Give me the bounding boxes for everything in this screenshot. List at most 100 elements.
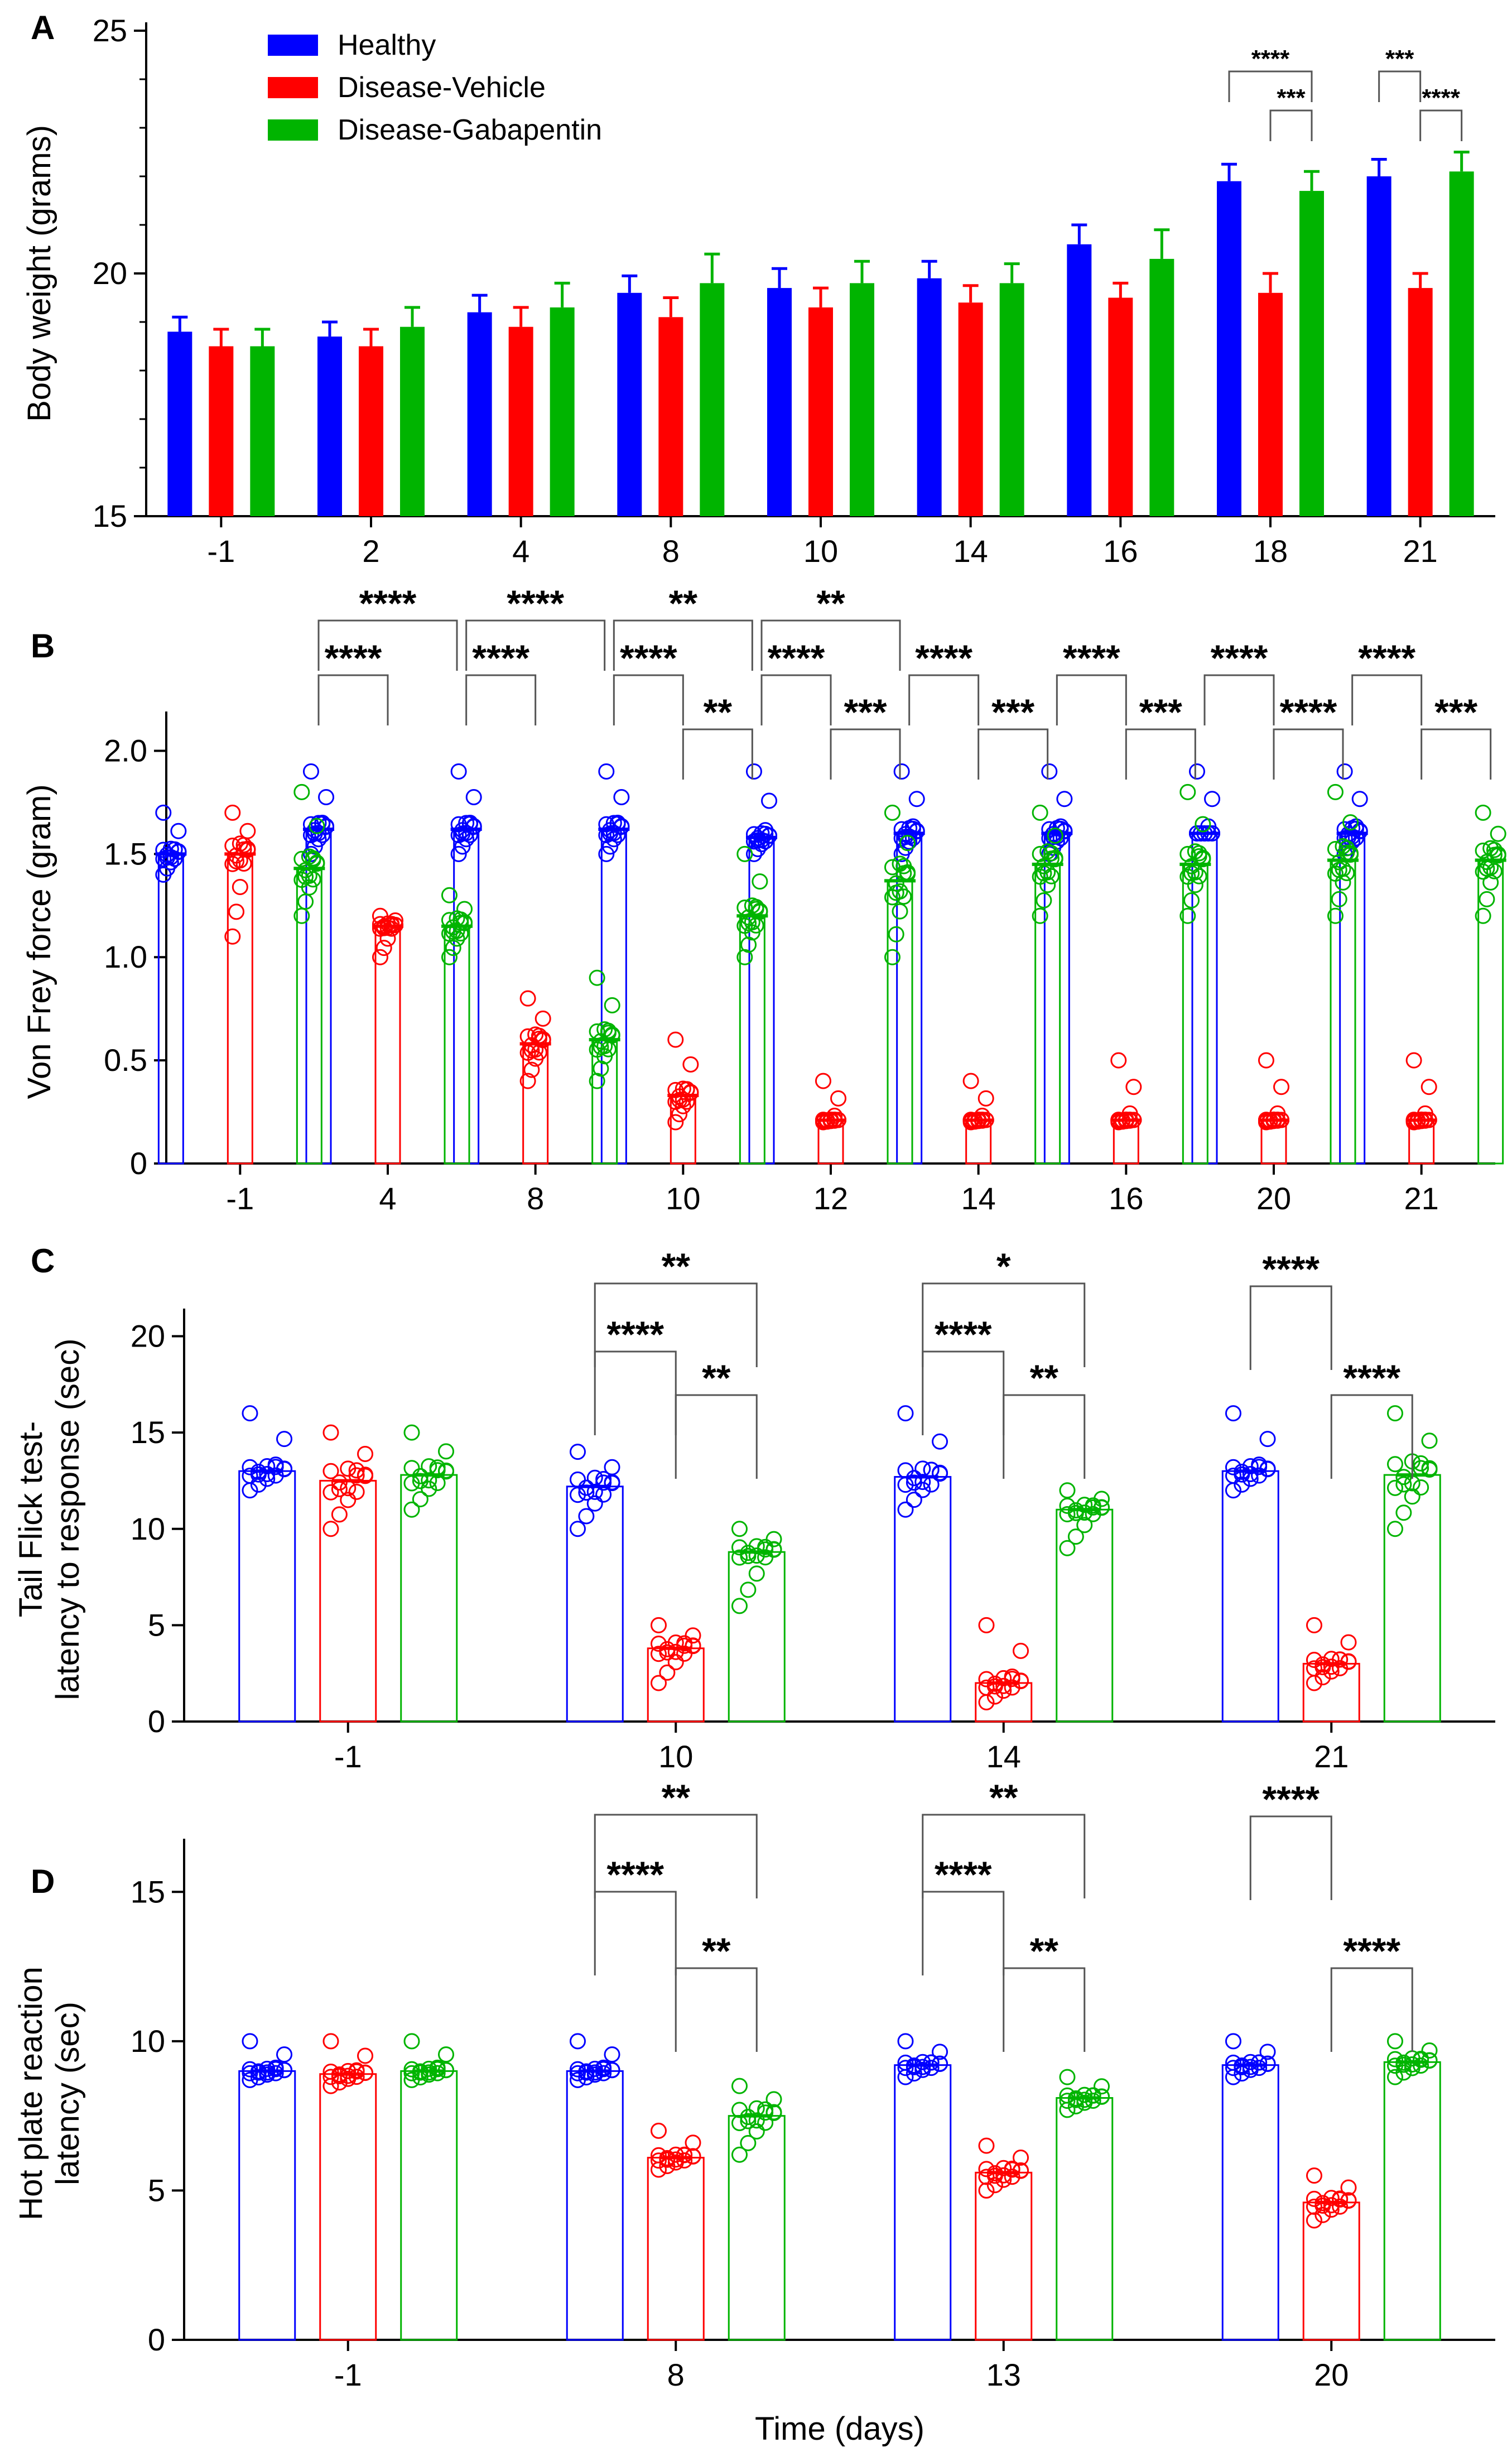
x-tick-label: -1 bbox=[207, 533, 235, 569]
data-point bbox=[1056, 791, 1073, 807]
data-point bbox=[1395, 1469, 1412, 1485]
data-point bbox=[1340, 1634, 1357, 1651]
data-point bbox=[740, 2134, 757, 2151]
data-point bbox=[899, 835, 916, 852]
data-point bbox=[604, 997, 620, 1014]
data-point bbox=[613, 819, 630, 835]
data-point bbox=[897, 1501, 914, 1518]
significance-label: **** bbox=[606, 1854, 664, 1895]
x-tick-label: 4 bbox=[379, 1181, 396, 1216]
data-point bbox=[340, 2068, 357, 2084]
data-point bbox=[908, 823, 925, 840]
data-point bbox=[897, 2054, 914, 2071]
significance-bracket bbox=[594, 1891, 677, 1975]
data-point bbox=[595, 1474, 612, 1491]
significance-label: ** bbox=[1030, 1357, 1059, 1398]
data-point bbox=[1225, 1467, 1241, 1484]
data-point bbox=[1386, 1456, 1403, 1473]
data-point bbox=[598, 845, 615, 862]
legend-label: Disease-Vehicle bbox=[338, 71, 546, 104]
data-point bbox=[322, 1424, 339, 1441]
data-point bbox=[1306, 2167, 1322, 2184]
significance-bracket bbox=[1125, 728, 1196, 780]
significance-bracket bbox=[1420, 728, 1492, 780]
data-point bbox=[1475, 804, 1491, 821]
data-point bbox=[1242, 2059, 1259, 2075]
y-tick-label: 1.5 bbox=[104, 836, 147, 871]
data-point bbox=[1056, 823, 1073, 840]
data-point bbox=[731, 2078, 748, 2094]
y-tick-label: 20 bbox=[93, 256, 127, 291]
significance-label: **** bbox=[1343, 1357, 1400, 1398]
data-point bbox=[1340, 2179, 1357, 2196]
data-point bbox=[456, 901, 473, 917]
data-point bbox=[250, 1476, 267, 1493]
data-point bbox=[403, 1501, 420, 1518]
legend-swatch bbox=[268, 77, 318, 98]
x-tick-label: 2 bbox=[362, 533, 379, 569]
data-point bbox=[1340, 1653, 1357, 1670]
data-point bbox=[322, 1463, 339, 1479]
data-point bbox=[932, 1465, 948, 1482]
data-point bbox=[595, 2059, 612, 2076]
data-point bbox=[1225, 2054, 1241, 2071]
data-point bbox=[731, 2146, 748, 2163]
data-point bbox=[1306, 2212, 1322, 2229]
data-point bbox=[744, 897, 760, 914]
y-tick-label: 10 bbox=[131, 2023, 165, 2059]
x-tick-label: 10 bbox=[666, 1181, 700, 1216]
bar bbox=[1258, 292, 1283, 516]
data-point bbox=[301, 848, 317, 865]
data-point bbox=[676, 2146, 693, 2163]
x-tick-label: -1 bbox=[334, 1739, 362, 1774]
data-point bbox=[1076, 1517, 1093, 1533]
data-point bbox=[403, 1424, 420, 1441]
data-point bbox=[322, 2033, 339, 2050]
data-point bbox=[1395, 1504, 1412, 1521]
data-point bbox=[748, 1547, 765, 1564]
data-point bbox=[1225, 2060, 1241, 2076]
bar bbox=[400, 326, 425, 516]
significance-bracket bbox=[922, 1891, 1005, 1975]
data-point bbox=[1059, 1482, 1076, 1499]
data-point bbox=[1094, 2078, 1110, 2095]
data-point bbox=[1036, 892, 1052, 909]
data-point bbox=[438, 1463, 455, 1480]
significance-label: *** bbox=[844, 691, 887, 733]
data-point bbox=[276, 2046, 293, 2063]
data-point bbox=[429, 2059, 446, 2076]
significance-label: **** bbox=[1262, 1248, 1320, 1290]
data-point bbox=[450, 845, 467, 862]
data-point bbox=[357, 1446, 374, 1463]
data-point bbox=[293, 850, 310, 867]
data-point bbox=[242, 2065, 258, 2081]
data-point bbox=[892, 855, 908, 872]
data-point bbox=[267, 2059, 284, 2076]
y-tick-label: 0.5 bbox=[104, 1042, 147, 1078]
data-point bbox=[765, 2104, 782, 2121]
data-point bbox=[1273, 1079, 1290, 1095]
data-point bbox=[676, 1637, 693, 1654]
data-point bbox=[650, 1675, 667, 1691]
significance-bracket bbox=[977, 728, 1049, 780]
data-point bbox=[412, 1491, 428, 1508]
data-point bbox=[318, 789, 335, 805]
data-point bbox=[1386, 1521, 1403, 1537]
data-point bbox=[667, 2146, 684, 2163]
legend-swatch bbox=[268, 35, 318, 56]
data-point bbox=[322, 2063, 339, 2080]
bar bbox=[550, 307, 575, 516]
data-point bbox=[667, 1654, 684, 1671]
data-point bbox=[1259, 2044, 1276, 2060]
significance-bracket bbox=[594, 1350, 677, 1435]
significance-label: ** bbox=[702, 1930, 731, 1972]
data-point bbox=[932, 2044, 948, 2060]
x-tick-label: 14 bbox=[961, 1181, 996, 1216]
significance-bracket bbox=[1378, 70, 1422, 102]
data-point bbox=[1342, 814, 1359, 831]
data-point bbox=[348, 2069, 365, 2085]
data-point bbox=[1395, 1476, 1412, 1493]
data-point bbox=[1486, 847, 1503, 863]
bar bbox=[1149, 258, 1174, 516]
data-point bbox=[914, 2054, 931, 2070]
